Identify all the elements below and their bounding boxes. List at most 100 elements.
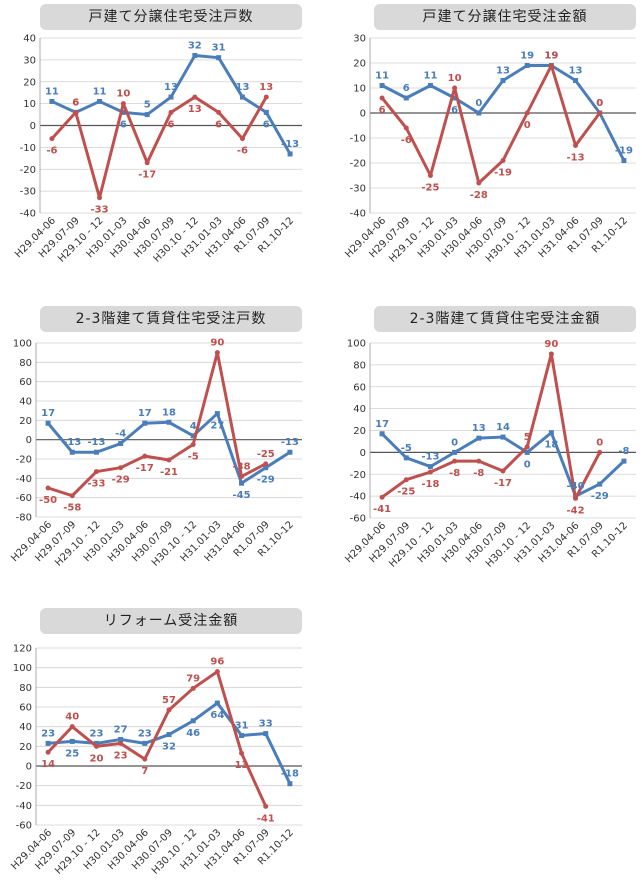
y-tick-label: 80 (353, 360, 366, 371)
data-label: -17 (136, 463, 154, 474)
data-point (214, 669, 220, 675)
data-point (597, 449, 603, 455)
data-label: 7 (141, 766, 148, 777)
data-point (118, 465, 124, 471)
data-label: 4 (190, 421, 197, 432)
data-point (548, 351, 554, 357)
data-label: 13 (259, 82, 273, 93)
y-tick-label: -40 (16, 474, 32, 485)
y-tick-label: -20 (350, 470, 366, 481)
data-point (452, 95, 458, 101)
data-point (45, 485, 51, 491)
data-label: 17 (138, 408, 152, 419)
data-label: 11 (93, 86, 107, 97)
data-label: 90 (210, 338, 224, 349)
data-label: 6 (72, 97, 79, 108)
data-point (427, 83, 433, 88)
data-point (49, 136, 55, 142)
data-point (524, 449, 530, 455)
data-point (239, 750, 245, 756)
data-point (118, 736, 124, 742)
data-point (190, 685, 196, 691)
data-label: 13 (496, 66, 510, 77)
data-point (69, 724, 75, 730)
data-point (118, 441, 124, 447)
data-point (621, 158, 627, 163)
data-label: -33 (91, 205, 109, 216)
data-point (142, 756, 148, 762)
data-label: -41 (373, 504, 391, 515)
data-label: 0 (475, 98, 482, 109)
data-point (379, 431, 385, 437)
data-point (524, 110, 530, 116)
data-label: 6 (120, 119, 127, 130)
data-point (97, 98, 103, 104)
data-label: 6 (263, 119, 270, 130)
series-line-2 (381, 352, 602, 500)
data-label: 64 (210, 710, 224, 721)
data-point (379, 83, 385, 88)
y-tick-label: -10 (350, 134, 366, 145)
data-point (452, 85, 458, 91)
y-tick-label: -40 (16, 801, 32, 812)
data-label: -18 (421, 479, 439, 490)
data-point (239, 136, 245, 142)
data-label: 6 (168, 119, 175, 130)
data-label: -29 (112, 475, 130, 486)
data-label: 79 (186, 673, 200, 684)
data-point (263, 461, 269, 467)
data-label: 6 (215, 119, 222, 130)
data-point (263, 94, 269, 100)
data-point (263, 109, 269, 115)
data-label: -28 (470, 190, 488, 201)
y-tick-label: 60 (19, 377, 32, 388)
data-point (476, 435, 482, 441)
data-label: 13 (188, 104, 202, 115)
data-point (403, 477, 409, 483)
data-point (190, 718, 196, 724)
data-point (93, 469, 99, 475)
data-point (403, 95, 409, 101)
data-point (597, 481, 603, 487)
series-line-2 (50, 95, 268, 200)
data-point (45, 740, 51, 746)
data-point (144, 160, 150, 166)
y-tick-label: -80 (16, 513, 32, 524)
data-point (192, 94, 198, 100)
y-tick-label: 20 (353, 426, 366, 437)
data-point (427, 469, 433, 475)
data-label: 10 (116, 89, 130, 100)
data-label: 13 (235, 82, 249, 93)
data-point (239, 733, 245, 739)
data-label: -6 (401, 135, 412, 146)
data-point (73, 109, 79, 115)
y-tick-label: 80 (19, 683, 32, 694)
data-label: 0 (451, 437, 458, 448)
y-tick-label: 100 (13, 339, 32, 350)
series-line-2 (380, 64, 601, 185)
chart-panel-2: 戸建て分譲住宅受注金額 -40 -30 -20 -10 0 10 20 30 H29.04-06… (0, 0, 642, 280)
y-tick-label: 60 (353, 382, 366, 393)
data-label: -25 (257, 449, 275, 460)
data-point (573, 143, 579, 148)
data-label: 46 (186, 728, 200, 739)
data-label: 40 (65, 712, 79, 723)
y-tick-label: -20 (16, 455, 32, 466)
data-point (287, 449, 293, 455)
data-point (263, 803, 269, 809)
data-point (500, 468, 506, 474)
data-point (379, 95, 385, 101)
data-point (192, 53, 198, 58)
data-label: 0 (596, 437, 603, 448)
data-label: 31 (212, 43, 226, 54)
data-label: 11 (45, 86, 59, 97)
data-label: 0 (524, 120, 531, 131)
data-label: -13 (281, 139, 299, 150)
data-label: -50 (39, 495, 57, 506)
data-label: 23 (138, 728, 152, 739)
data-label: 27 (114, 724, 128, 735)
data-label: 13 (164, 82, 178, 93)
data-point (524, 63, 530, 68)
chart-title: リフォーム受注金額 (40, 608, 302, 634)
data-point (166, 419, 172, 425)
